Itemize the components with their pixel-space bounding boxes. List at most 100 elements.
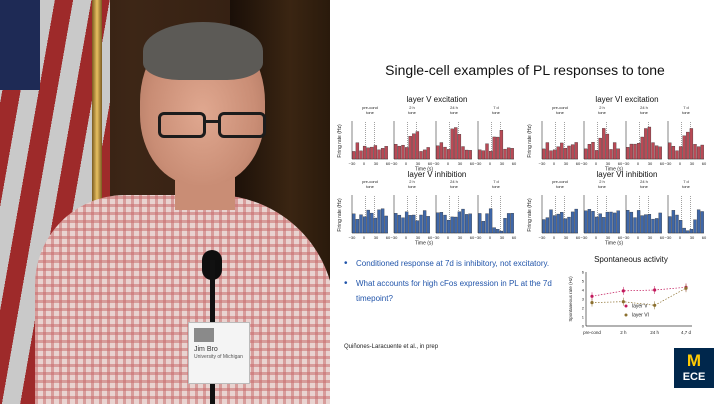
x-tick-label: 2 h bbox=[620, 330, 627, 335]
psth-bar bbox=[450, 216, 454, 234]
psth-bar bbox=[675, 150, 679, 160]
psth-bar bbox=[636, 210, 641, 234]
psth-bar bbox=[605, 133, 610, 160]
psth-bar bbox=[370, 146, 374, 160]
time-tick-label: 0 bbox=[405, 235, 408, 240]
psth-bar bbox=[675, 214, 679, 234]
psth-bar bbox=[587, 209, 592, 234]
psth-bar bbox=[671, 146, 676, 160]
epoch-label: 24 h bbox=[450, 105, 458, 110]
panel-title-layer5-exc: layer V excitation bbox=[406, 95, 468, 104]
psth-bar bbox=[436, 145, 440, 160]
time-tick-label: −30 bbox=[391, 235, 399, 240]
psth-bar bbox=[563, 147, 568, 160]
psth-bar bbox=[636, 143, 641, 160]
psth-bar bbox=[478, 213, 482, 234]
psth-bar bbox=[671, 210, 676, 234]
psth-bar bbox=[506, 213, 511, 234]
time-tick-label: 60 bbox=[386, 161, 391, 166]
psth-bar bbox=[384, 215, 388, 234]
citation: Quiñones-Laracuente et al., in prep bbox=[344, 344, 439, 350]
time-tick-label: 0 bbox=[489, 235, 492, 240]
series-line bbox=[591, 286, 687, 297]
time-tick-label: 60 bbox=[470, 161, 475, 166]
psth-bar bbox=[640, 215, 644, 234]
time-tick-label: 0 bbox=[553, 161, 556, 166]
psth-bar bbox=[605, 211, 610, 234]
time-tick-label: 30 bbox=[458, 235, 463, 240]
psth-bar bbox=[549, 150, 553, 160]
x-axis-label: Time (s) bbox=[605, 241, 623, 247]
time-tick-label: 30 bbox=[500, 235, 505, 240]
time-tick-label: 30 bbox=[374, 161, 379, 166]
psth-bar bbox=[366, 209, 370, 234]
psth-bar bbox=[644, 128, 648, 160]
psth-bar bbox=[542, 219, 546, 234]
psth-bar bbox=[488, 151, 493, 160]
time-tick-label: 60 bbox=[618, 235, 623, 240]
psth-bar bbox=[373, 145, 378, 160]
psth-bar bbox=[552, 149, 557, 160]
psth-bar bbox=[401, 217, 405, 234]
psth-bar bbox=[594, 216, 599, 234]
psth-bar bbox=[355, 219, 360, 234]
psth-bar bbox=[612, 212, 617, 234]
time-tick-label: 60 bbox=[660, 161, 665, 166]
psth-bar bbox=[570, 211, 575, 234]
tone-label: tone bbox=[450, 184, 459, 189]
psth-bar bbox=[503, 218, 507, 234]
tone-label: tone bbox=[492, 110, 501, 115]
psth-bar bbox=[461, 146, 465, 160]
psth-bar bbox=[397, 214, 402, 234]
psth-bar bbox=[404, 211, 409, 234]
psth-bar bbox=[658, 146, 662, 160]
psth-bar bbox=[481, 221, 486, 234]
data-point bbox=[621, 300, 625, 304]
tone-label: tone bbox=[640, 110, 649, 115]
epoch-label: 7 d bbox=[493, 179, 499, 184]
speaker-hair bbox=[143, 22, 263, 80]
psth-bar bbox=[602, 128, 606, 160]
psth-bar bbox=[366, 147, 370, 160]
time-tick-label: 30 bbox=[416, 235, 421, 240]
psth-bar bbox=[696, 209, 701, 234]
speaker-shirt bbox=[35, 195, 330, 404]
psth-bar bbox=[647, 126, 652, 160]
psth-bar bbox=[591, 141, 595, 160]
psth-bar bbox=[461, 208, 465, 234]
psth-bar bbox=[481, 150, 486, 160]
psth-bar bbox=[394, 144, 398, 160]
psth-bar bbox=[436, 212, 440, 234]
y-tick-label: 5 bbox=[582, 279, 585, 284]
psth-bar bbox=[678, 146, 683, 160]
psth-bar bbox=[359, 214, 363, 234]
name-badge: Jim Bro University of Michigan bbox=[188, 322, 250, 384]
tone-label: tone bbox=[682, 184, 691, 189]
time-tick-label: −30 bbox=[475, 235, 483, 240]
psth-bar bbox=[359, 150, 363, 160]
psth-bar bbox=[587, 144, 592, 160]
time-tick-label: 0 bbox=[679, 161, 682, 166]
psth-bar bbox=[651, 218, 655, 234]
time-tick-label: 60 bbox=[470, 235, 475, 240]
psth-bar bbox=[439, 212, 444, 234]
tone-label: tone bbox=[598, 184, 607, 189]
tone-label: tone bbox=[366, 184, 375, 189]
psth-bar bbox=[492, 136, 496, 160]
time-tick-label: 30 bbox=[690, 161, 695, 166]
michigan-ece-logo: M ECE bbox=[674, 348, 714, 388]
psth-bar bbox=[510, 148, 514, 160]
time-tick-label: 60 bbox=[428, 235, 433, 240]
psth-bar bbox=[492, 227, 496, 234]
tone-label: tone bbox=[682, 110, 691, 115]
tone-label: tone bbox=[366, 110, 375, 115]
badge-title: University of Michigan bbox=[194, 354, 243, 361]
psth-bar bbox=[549, 209, 553, 234]
psth-bar bbox=[450, 128, 454, 160]
time-tick-label: −30 bbox=[391, 161, 399, 166]
psth-bar bbox=[633, 143, 637, 160]
psth-bar bbox=[443, 146, 447, 160]
psth-bar bbox=[373, 217, 378, 234]
